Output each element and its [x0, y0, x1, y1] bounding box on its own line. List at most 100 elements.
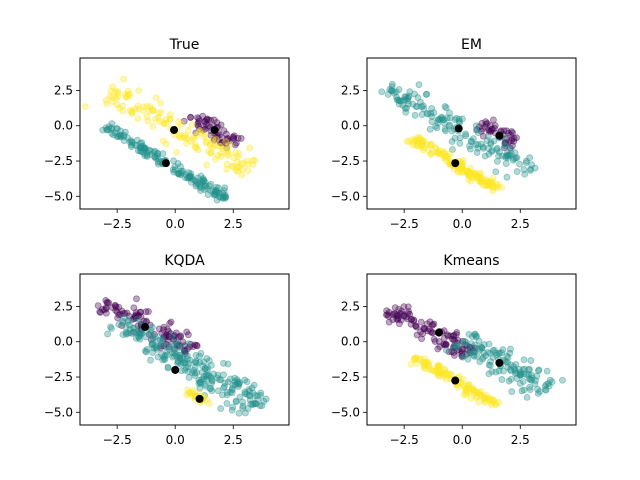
data-point-cluster-2 — [466, 171, 474, 179]
data-point-cluster-2 — [477, 391, 485, 399]
data-point-cluster-2 — [435, 363, 442, 370]
data-point-cluster-1 — [534, 385, 541, 393]
data-point-cluster-0 — [131, 312, 139, 320]
data-point-cluster-2 — [217, 149, 225, 157]
data-point-cluster-1 — [446, 121, 454, 129]
data-point-cluster-1 — [239, 398, 247, 406]
data-point-cluster-2 — [413, 142, 421, 150]
data-point-cluster-2 — [482, 392, 490, 399]
data-point-cluster-1 — [427, 109, 435, 117]
data-point-cluster-2 — [81, 103, 89, 111]
data-point-cluster-2 — [412, 355, 419, 363]
data-point-cluster-1 — [214, 387, 222, 395]
data-point-cluster-2 — [427, 150, 435, 158]
data-point-cluster-2 — [438, 151, 446, 158]
data-point-cluster-1 — [403, 104, 410, 112]
data-point-cluster-0 — [160, 323, 168, 331]
data-point-cluster-1 — [159, 341, 167, 349]
data-point-cluster-1 — [495, 350, 503, 358]
data-point-cluster-2 — [421, 359, 429, 367]
data-point-cluster-1 — [159, 356, 167, 364]
data-point-cluster-0 — [163, 331, 171, 339]
data-point-cluster-2 — [435, 149, 442, 157]
data-point-cluster-0 — [509, 142, 516, 150]
data-point-cluster-1 — [128, 141, 136, 149]
data-point-cluster-0 — [175, 341, 183, 349]
data-point-cluster-1 — [214, 184, 222, 192]
data-point-cluster-1 — [516, 371, 524, 379]
data-point-cluster-1 — [107, 323, 114, 331]
data-point-cluster-1 — [108, 125, 116, 133]
data-point-cluster-1 — [188, 175, 196, 183]
data-point-cluster-0 — [147, 336, 155, 344]
data-point-cluster-1 — [502, 358, 510, 366]
data-point-cluster-1 — [143, 345, 151, 353]
data-point-cluster-0 — [477, 127, 485, 135]
data-point-cluster-2 — [149, 122, 157, 130]
data-point-cluster-1 — [432, 122, 440, 130]
data-point-cluster-2 — [415, 140, 423, 147]
data-point-cluster-0 — [449, 332, 457, 340]
data-point-cluster-0 — [117, 310, 124, 318]
data-point-cluster-1 — [151, 147, 159, 155]
data-point-cluster-0 — [482, 118, 490, 126]
data-point-cluster-2 — [162, 116, 170, 123]
data-point-cluster-2 — [458, 163, 466, 171]
data-point-cluster-1 — [185, 360, 193, 367]
data-point-cluster-1 — [186, 172, 194, 180]
data-point-cluster-0 — [184, 345, 191, 353]
data-point-cluster-1 — [122, 330, 130, 338]
data-point-cluster-2 — [246, 144, 253, 152]
data-point-cluster-0 — [420, 324, 427, 332]
data-point-cluster-0 — [453, 329, 461, 336]
data-point-cluster-1 — [113, 125, 121, 133]
data-point-cluster-1 — [121, 128, 129, 136]
x-tick-label: −2.5 — [103, 217, 132, 231]
data-point-cluster-2 — [434, 368, 442, 376]
data-point-cluster-0 — [483, 120, 491, 127]
data-point-cluster-2 — [485, 178, 493, 186]
data-point-cluster-2 — [206, 141, 214, 149]
data-point-cluster-1 — [446, 114, 454, 122]
data-point-cluster-1 — [419, 102, 427, 110]
data-point-cluster-1 — [241, 376, 249, 384]
data-point-cluster-2 — [434, 362, 441, 369]
data-point-cluster-2 — [428, 365, 436, 373]
data-point-cluster-0 — [508, 135, 516, 143]
data-point-cluster-0 — [412, 322, 420, 330]
data-point-cluster-1 — [179, 359, 187, 367]
data-point-cluster-1 — [508, 388, 516, 396]
data-point-cluster-2 — [472, 172, 479, 180]
data-point-cluster-1 — [422, 91, 430, 98]
data-point-cluster-2 — [476, 169, 484, 177]
data-point-cluster-1 — [220, 187, 228, 194]
data-point-cluster-0 — [230, 135, 238, 143]
data-point-cluster-1 — [471, 330, 479, 338]
data-point-cluster-1 — [151, 342, 159, 350]
cluster-center-2 — [451, 159, 460, 168]
data-point-cluster-1 — [154, 353, 162, 361]
y-tick-label: −5.0 — [331, 405, 360, 419]
data-point-cluster-1 — [185, 173, 193, 181]
data-point-cluster-2 — [458, 160, 466, 168]
data-point-cluster-2 — [412, 137, 420, 145]
data-point-cluster-1 — [473, 149, 481, 156]
data-point-cluster-2 — [414, 136, 422, 144]
data-point-cluster-1 — [229, 381, 237, 389]
data-point-cluster-1 — [249, 389, 257, 397]
data-point-cluster-0 — [479, 125, 486, 133]
data-point-cluster-0 — [458, 345, 466, 353]
data-point-cluster-2 — [162, 140, 170, 148]
data-point-cluster-1 — [406, 88, 414, 95]
data-point-cluster-0 — [490, 124, 498, 132]
data-point-cluster-1 — [501, 135, 509, 143]
data-point-cluster-1 — [128, 330, 136, 337]
data-point-cluster-1 — [473, 332, 480, 340]
data-point-cluster-1 — [466, 142, 473, 150]
data-point-cluster-0 — [201, 118, 209, 126]
data-point-cluster-0 — [395, 305, 403, 313]
data-point-cluster-1 — [507, 366, 514, 373]
y-tick-label: 0.0 — [341, 335, 360, 349]
data-point-cluster-2 — [409, 141, 417, 149]
data-point-cluster-2 — [244, 167, 252, 175]
